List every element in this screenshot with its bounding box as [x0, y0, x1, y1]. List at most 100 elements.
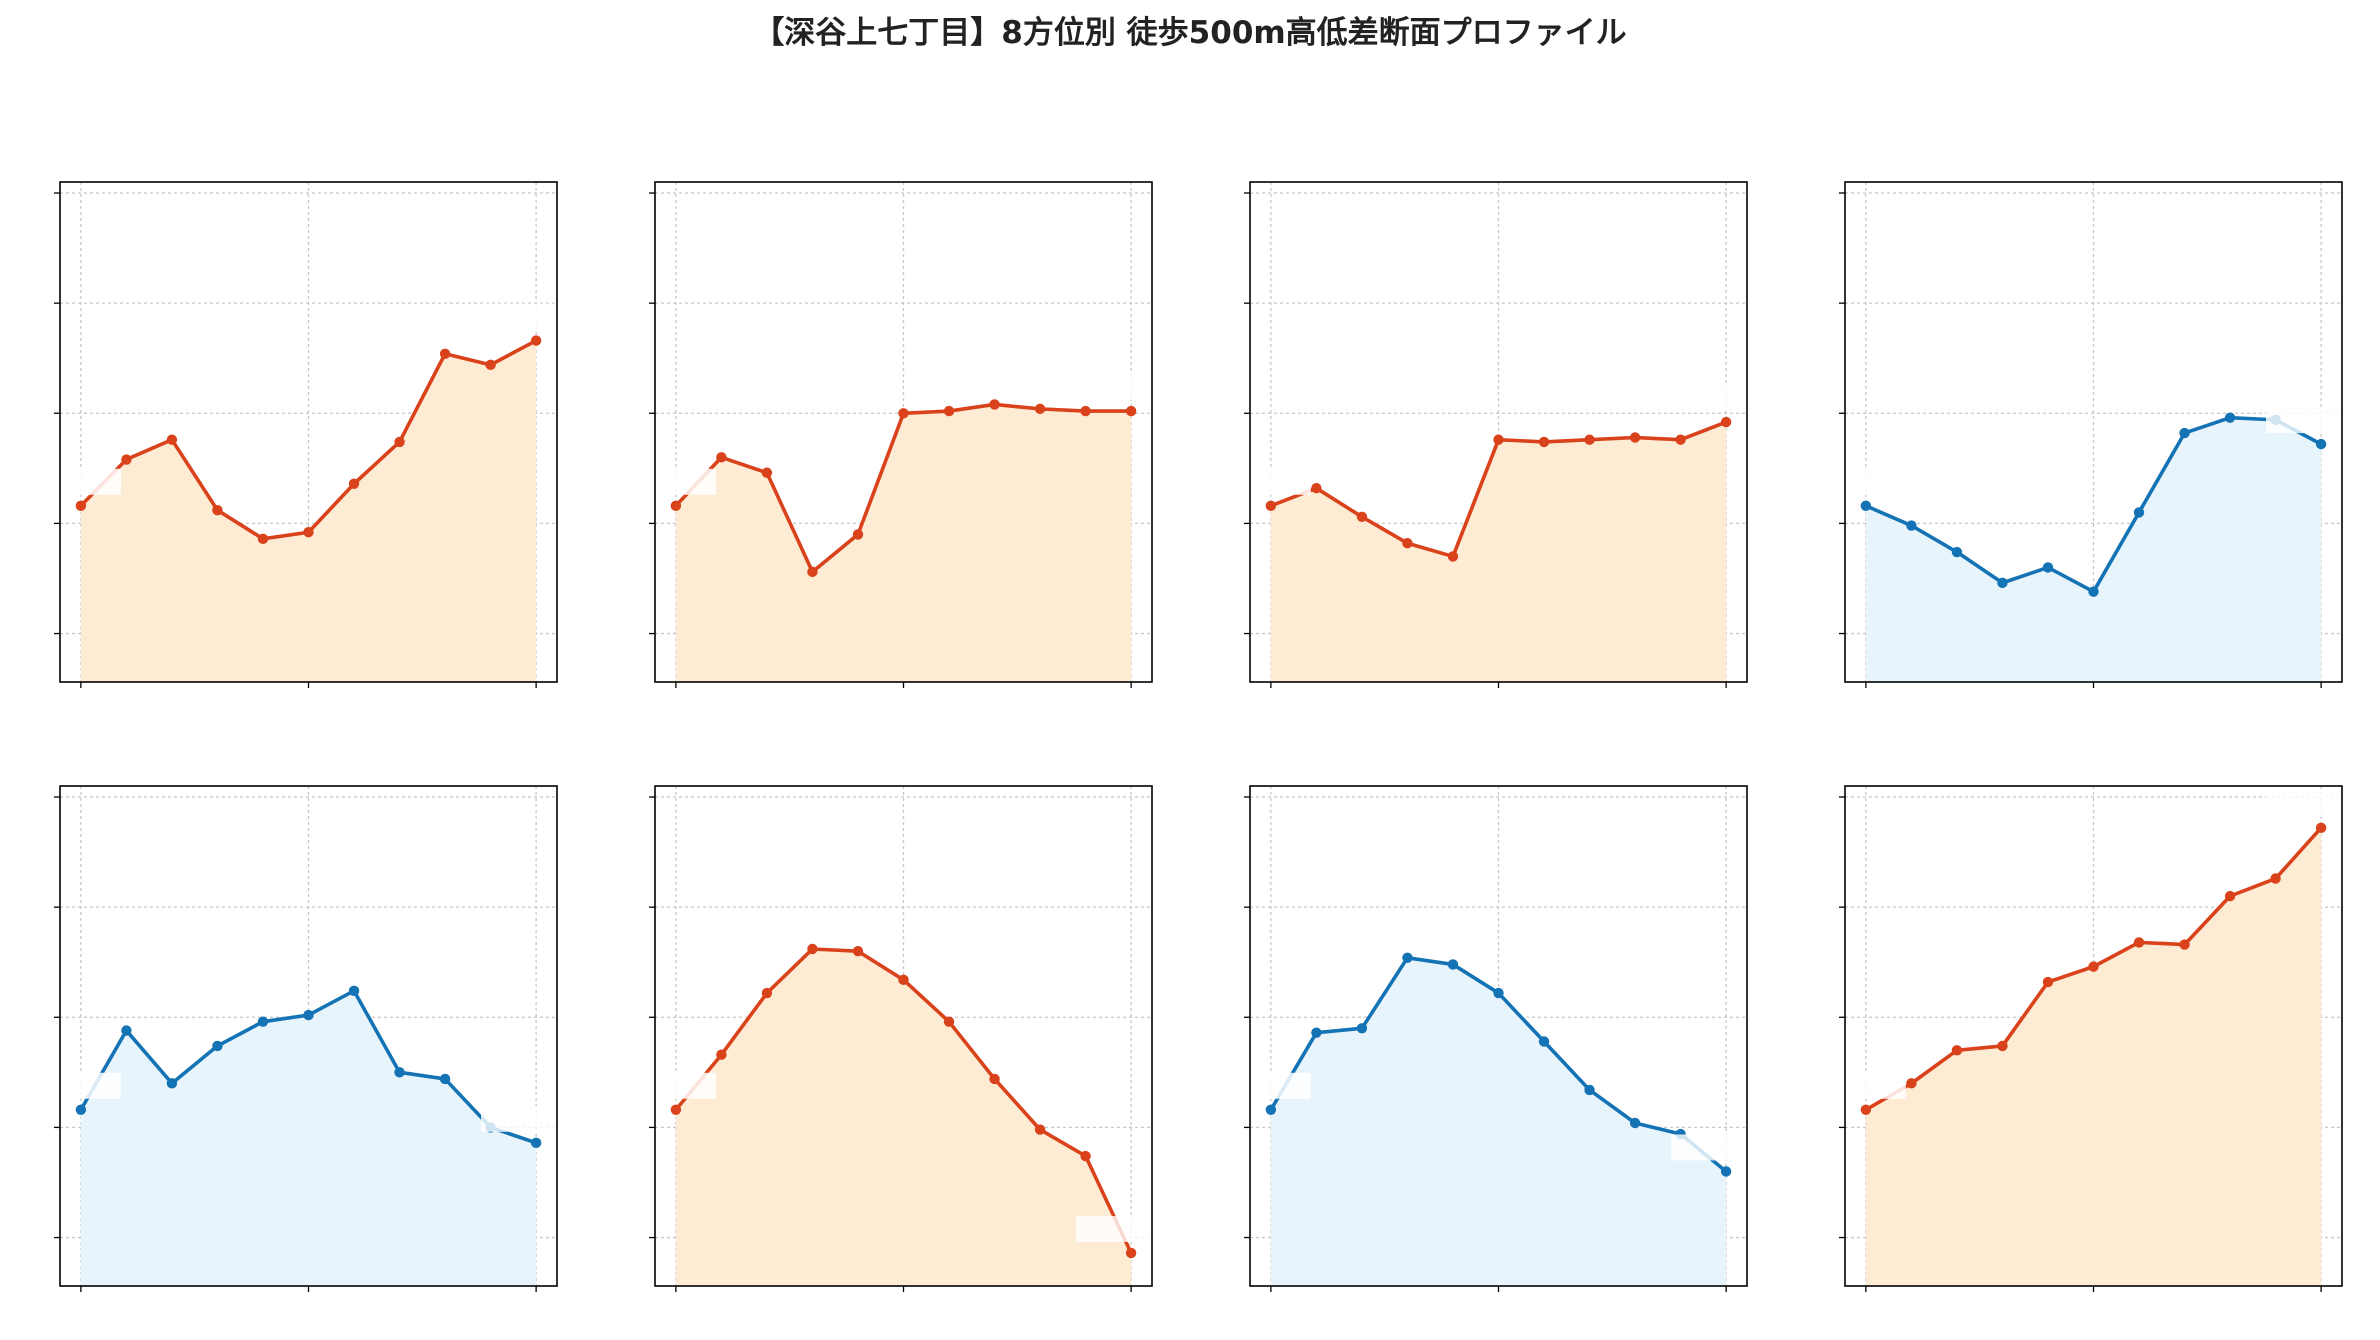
data-point: [1538, 1036, 1550, 1047]
data-point: [121, 1025, 132, 1036]
chart-panel: [635, 181, 1156, 688]
data-point: [761, 467, 773, 478]
data-point: [1447, 551, 1459, 562]
data-point: [121, 454, 132, 465]
data-point: [1629, 432, 1641, 443]
axes-frame: [1844, 785, 2343, 1287]
data-point: [1860, 1104, 1872, 1115]
data-point: [2133, 507, 2145, 518]
data-point: [2179, 427, 2190, 439]
data-point: [1951, 1045, 1963, 1056]
data-point: [303, 1009, 314, 1021]
axes-frame: [1844, 181, 2343, 683]
area-fill: [675, 948, 1132, 1286]
data-point: [2224, 890, 2236, 902]
chart-panel: [1230, 785, 1751, 1292]
axes-frame: [59, 181, 558, 683]
data-point: [2315, 822, 2327, 834]
axes-frame: [1249, 785, 1748, 1287]
data-point: [485, 359, 496, 371]
data-point: [852, 945, 864, 957]
start-label-bg: [1825, 1072, 1906, 1099]
data-point: [1720, 1166, 1732, 1177]
panels: [40, 181, 2346, 1292]
end-label-bg: [2266, 790, 2346, 817]
data-point: [989, 399, 1000, 410]
area-fill: [80, 990, 537, 1286]
data-point: [1629, 1117, 1641, 1129]
chart-panel: [1230, 181, 1751, 688]
area-fill: [80, 340, 537, 682]
data-point: [807, 943, 818, 955]
end-label-bg: [2266, 407, 2346, 434]
data-point: [1951, 546, 1963, 558]
chart-panel: [1825, 181, 2346, 688]
chart-panel: [1825, 785, 2346, 1292]
data-point: [1311, 482, 1322, 494]
data-point: [1402, 952, 1413, 964]
axes-frame: [1249, 181, 1748, 683]
data-point: [2224, 412, 2236, 423]
axes-frame: [654, 785, 1153, 1287]
area-fill: [1865, 417, 2322, 682]
data-point: [212, 1040, 223, 1052]
end-label-bg: [1076, 374, 1156, 401]
data-point: [989, 1073, 1000, 1085]
data-point: [1265, 1104, 1277, 1115]
data-point: [394, 1067, 405, 1078]
data-point: [943, 1016, 955, 1027]
data-point: [1493, 987, 1504, 999]
data-point: [2270, 873, 2281, 884]
data-point: [348, 478, 360, 489]
data-point: [303, 527, 314, 538]
data-point: [2179, 939, 2190, 950]
data-point: [1584, 1084, 1595, 1096]
data-point: [898, 408, 909, 419]
end-label-bg: [1671, 385, 1751, 412]
data-point: [898, 974, 909, 986]
data-point: [1493, 434, 1504, 445]
data-point: [943, 405, 955, 417]
data-point: [2042, 562, 2054, 573]
data-point: [1311, 1027, 1322, 1038]
data-point: [1080, 405, 1091, 417]
data-point: [75, 1104, 87, 1115]
data-point: [348, 985, 360, 997]
data-point: [1402, 538, 1413, 549]
start-label-bg: [40, 1072, 121, 1099]
data-point: [1997, 1040, 2008, 1052]
data-point: [1997, 577, 2008, 589]
data-point: [2042, 976, 2054, 988]
data-point: [1584, 434, 1595, 445]
end-label-bg: [1671, 1134, 1751, 1161]
data-point: [1034, 403, 1046, 415]
data-point: [1125, 405, 1137, 417]
data-point: [1720, 416, 1732, 428]
end-label-bg: [481, 303, 561, 330]
area-fill: [1270, 957, 1727, 1286]
data-point: [761, 987, 773, 999]
start-label-bg: [635, 468, 716, 495]
data-point: [1356, 511, 1368, 523]
chart-panel: [40, 181, 561, 688]
data-point: [807, 566, 818, 578]
chart-panel: [40, 785, 561, 1292]
data-point: [1356, 1023, 1368, 1034]
area-fill: [675, 404, 1132, 682]
data-point: [1125, 1247, 1137, 1259]
end-label-bg: [481, 1105, 561, 1132]
chart-panel: [635, 785, 1156, 1292]
figure-title: 【深谷上七丁目】8方位別 徒歩500m高低差断面プロファイル: [753, 15, 1626, 51]
data-point: [716, 452, 727, 463]
end-label-bg: [1076, 1215, 1156, 1242]
data-point: [1265, 500, 1277, 511]
data-point: [2133, 937, 2145, 948]
start-label-bg: [40, 468, 121, 495]
data-point: [166, 434, 178, 445]
start-label-bg: [1825, 468, 1906, 495]
data-point: [166, 1078, 178, 1089]
axes-frame: [654, 181, 1153, 683]
data-point: [1906, 1078, 1917, 1089]
data-point: [2088, 586, 2099, 597]
